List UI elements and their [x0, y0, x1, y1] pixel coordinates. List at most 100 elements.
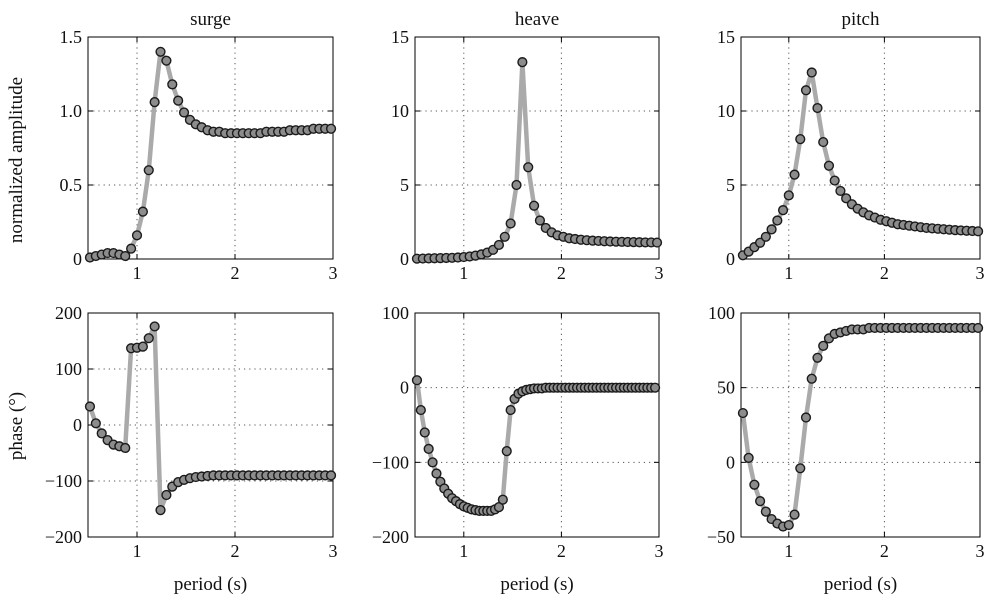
panel-surge-phase-point-11 — [149, 321, 160, 332]
panel-pitch-ytick-label-3: 15 — [717, 27, 735, 47]
panel-surge: 0 0.5 1.0 1.5 1 2 3 surge — [60, 9, 338, 283]
panel-heave-phase-ytick-label-0: −200 — [372, 527, 409, 547]
panel-heave-ytick-label-2: 10 — [391, 101, 409, 121]
panel-surge-point-9 — [137, 206, 148, 217]
panel-pitch-phase-point-3 — [755, 496, 766, 507]
panel-heave-phase-point-2 — [419, 427, 430, 438]
panel-surge-phase-point-41 — [325, 470, 337, 481]
panel-pitch-phase-ytick-label-1: 0 — [726, 452, 735, 472]
panel-pitch-phase-xlabel: period (s) — [824, 574, 897, 595]
panel-pitch-point-18 — [841, 193, 852, 204]
panel-heave-phase-point-22 — [497, 494, 508, 505]
panel-heave-point-18 — [517, 57, 528, 68]
panel-heave-phase-ytick-label-1: −100 — [372, 452, 409, 472]
panel-surge-phase-ytick-label-1: −100 — [45, 471, 82, 491]
panel-surge-point-11 — [149, 97, 160, 108]
panel-heave-phase-ytick-label-2: 0 — [400, 378, 409, 398]
panel-surge-point-10 — [143, 165, 154, 176]
panel-surge-ytick-label-0: 0 — [73, 249, 82, 269]
panel-heave-phase-ytick-label-3: 100 — [382, 303, 409, 323]
panel-pitch-phase-frame — [740, 312, 981, 538]
panel-surge-xtick-label-2: 3 — [329, 263, 338, 283]
panel-surge-point-16 — [178, 107, 190, 118]
panel-pitch-phase-point-1 — [743, 452, 754, 463]
panel-pitch-point-4 — [760, 231, 771, 242]
panel-surge-point-12 — [155, 46, 166, 57]
panel-pitch-phase-point-12 — [806, 373, 817, 384]
panel-heave-point-21 — [534, 215, 546, 226]
panel-heave-phase-point-0 — [411, 375, 423, 386]
panel-surge-ytick-label-2: 1.0 — [60, 101, 83, 121]
panel-surge-point-13 — [161, 55, 172, 66]
panel-pitch-point-12 — [806, 67, 817, 78]
panel-heave-series-line — [414, 59, 660, 261]
panel-pitch-point-8 — [783, 190, 794, 201]
panel-surge-phase: −200 −100 0 100 200 1 2 3 period (s) — [45, 303, 338, 595]
panel-pitch-phase-xtick-label-2: 3 — [976, 541, 985, 561]
panel-surge-xtick-label-0: 1 — [133, 263, 142, 283]
panel-pitch-point-17 — [835, 185, 846, 197]
panel-pitch-phase-ytick-label-0: −50 — [707, 527, 735, 547]
panel-heave-point-19 — [523, 162, 534, 173]
panel-surge-phase-point-1 — [90, 418, 101, 429]
panel-pitch-frame — [740, 36, 981, 260]
panel-pitch-ytick-label-1: 5 — [726, 175, 735, 195]
panel-pitch-point-10 — [795, 134, 806, 145]
panel-surge-phase-xtick-label-1: 2 — [231, 541, 240, 561]
panel-pitch-phase-point-11 — [800, 412, 812, 423]
panel-pitch-title: pitch — [842, 9, 880, 30]
panel-surge-point-41 — [325, 123, 337, 134]
panel-surge-phase-series-line — [87, 324, 334, 513]
panel-heave: 0 5 10 15 1 2 3 heave — [391, 9, 664, 283]
panel-pitch-point-14 — [818, 136, 829, 148]
panel-pitch-phase: −50 0 50 100 1 2 3 period (s) — [707, 303, 985, 595]
panel-pitch: 0 5 10 15 1 2 3 pitch — [717, 9, 985, 283]
panel-pitch-point-9 — [789, 169, 800, 180]
panel-heave-point-14 — [493, 239, 505, 251]
panel-surge-phase-point-13 — [161, 489, 172, 501]
panel-pitch-ytick-label-2: 10 — [717, 101, 735, 121]
panel-surge-title: surge — [190, 9, 231, 30]
panel-pitch-point-16 — [829, 175, 840, 186]
panel-heave-phase-point-1 — [415, 404, 426, 416]
panel-pitch-phase-point-8 — [783, 519, 794, 531]
panel-surge-point-14 — [167, 79, 178, 90]
panel-surge-phase-point-9 — [137, 341, 148, 352]
panel-surge-phase-xtick-label-0: 1 — [133, 541, 142, 561]
panel-pitch-phase-series-line — [740, 325, 981, 529]
panel-heave-phase-point-61 — [649, 382, 661, 393]
panel-pitch-point-11 — [800, 85, 812, 96]
panel-pitch-phase-xtick-label-0: 1 — [784, 541, 793, 561]
panel-heave-phase-frame — [414, 312, 660, 538]
panel-heave-phase-point-24 — [505, 404, 516, 416]
panel-pitch-ytick-label-0: 0 — [726, 249, 735, 269]
panel-pitch-phase-ytick-label-2: 50 — [717, 378, 735, 398]
panel-pitch-phase-point-4 — [760, 506, 771, 517]
panel-heave-ytick-label-3: 15 — [391, 27, 409, 47]
panel-heave-phase-xtick-label-0: 1 — [459, 541, 468, 561]
panel-heave-xtick-label-0: 1 — [459, 263, 468, 283]
panel-pitch-point-5 — [766, 224, 777, 235]
panel-heave-phase-series-line — [414, 377, 658, 514]
panel-heave-point-17 — [511, 179, 522, 191]
ylabel-amplitude: normalized amplitude — [6, 77, 27, 243]
panel-pitch-point-41 — [972, 226, 984, 237]
panel-surge-frame — [87, 36, 334, 260]
panel-heave-phase-xtick-label-1: 2 — [557, 541, 566, 561]
panel-pitch-phase-point-14 — [818, 340, 829, 351]
panel-pitch-point-7 — [777, 205, 789, 216]
panel-surge-ytick-label-1: 0.5 — [60, 175, 83, 195]
panel-surge-phase-point-0 — [84, 401, 96, 412]
panel-heave-phase: −200 −100 0 100 1 2 3 period (s) — [372, 303, 664, 595]
panel-pitch-phase-ytick-label-3: 100 — [708, 303, 735, 323]
panel-pitch-point-6 — [772, 215, 783, 226]
panel-heave-ytick-label-1: 5 — [400, 175, 409, 195]
panel-surge-phase-point-12 — [155, 505, 166, 516]
panel-pitch-phase-point-9 — [789, 509, 800, 520]
panel-heave-phase-point-23 — [501, 446, 512, 457]
panel-pitch-phase-xtick-label-1: 2 — [880, 541, 889, 561]
panel-pitch-point-15 — [823, 160, 835, 171]
panel-surge-phase-ytick-label-3: 100 — [55, 359, 82, 379]
panel-pitch-xtick-label-2: 3 — [976, 263, 985, 283]
